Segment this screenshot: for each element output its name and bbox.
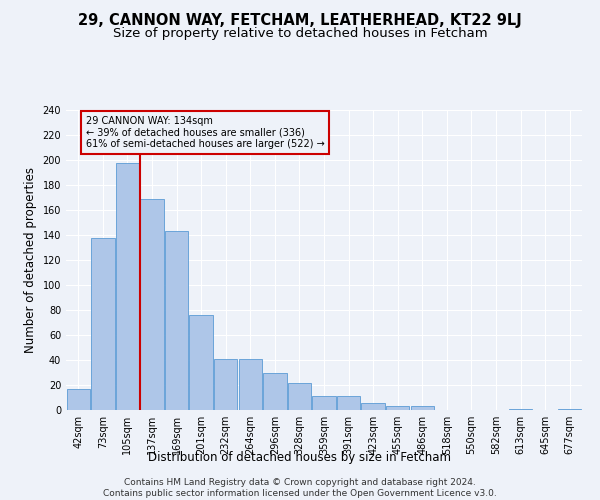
Bar [239, 359, 262, 410]
Text: 29, CANNON WAY, FETCHAM, LEATHERHEAD, KT22 9LJ: 29, CANNON WAY, FETCHAM, LEATHERHEAD, KT… [78, 12, 522, 28]
Bar [361, 402, 385, 410]
Bar [288, 382, 311, 410]
Bar [558, 409, 581, 410]
Bar [214, 359, 238, 410]
Text: Contains HM Land Registry data © Crown copyright and database right 2024.
Contai: Contains HM Land Registry data © Crown c… [103, 478, 497, 498]
Y-axis label: Number of detached properties: Number of detached properties [24, 167, 37, 353]
Bar [91, 238, 115, 410]
Text: 29 CANNON WAY: 134sqm
← 39% of detached houses are smaller (336)
61% of semi-det: 29 CANNON WAY: 134sqm ← 39% of detached … [86, 116, 325, 150]
Text: Size of property relative to detached houses in Fetcham: Size of property relative to detached ho… [113, 28, 487, 40]
Bar [313, 396, 335, 410]
Bar [140, 198, 164, 410]
Bar [67, 389, 90, 410]
Bar [116, 162, 139, 410]
Bar [263, 372, 287, 410]
Bar [190, 315, 213, 410]
Bar [165, 231, 188, 410]
Bar [386, 406, 409, 410]
Bar [509, 409, 532, 410]
Bar [337, 396, 360, 410]
Bar [410, 406, 434, 410]
Text: Distribution of detached houses by size in Fetcham: Distribution of detached houses by size … [149, 451, 452, 464]
